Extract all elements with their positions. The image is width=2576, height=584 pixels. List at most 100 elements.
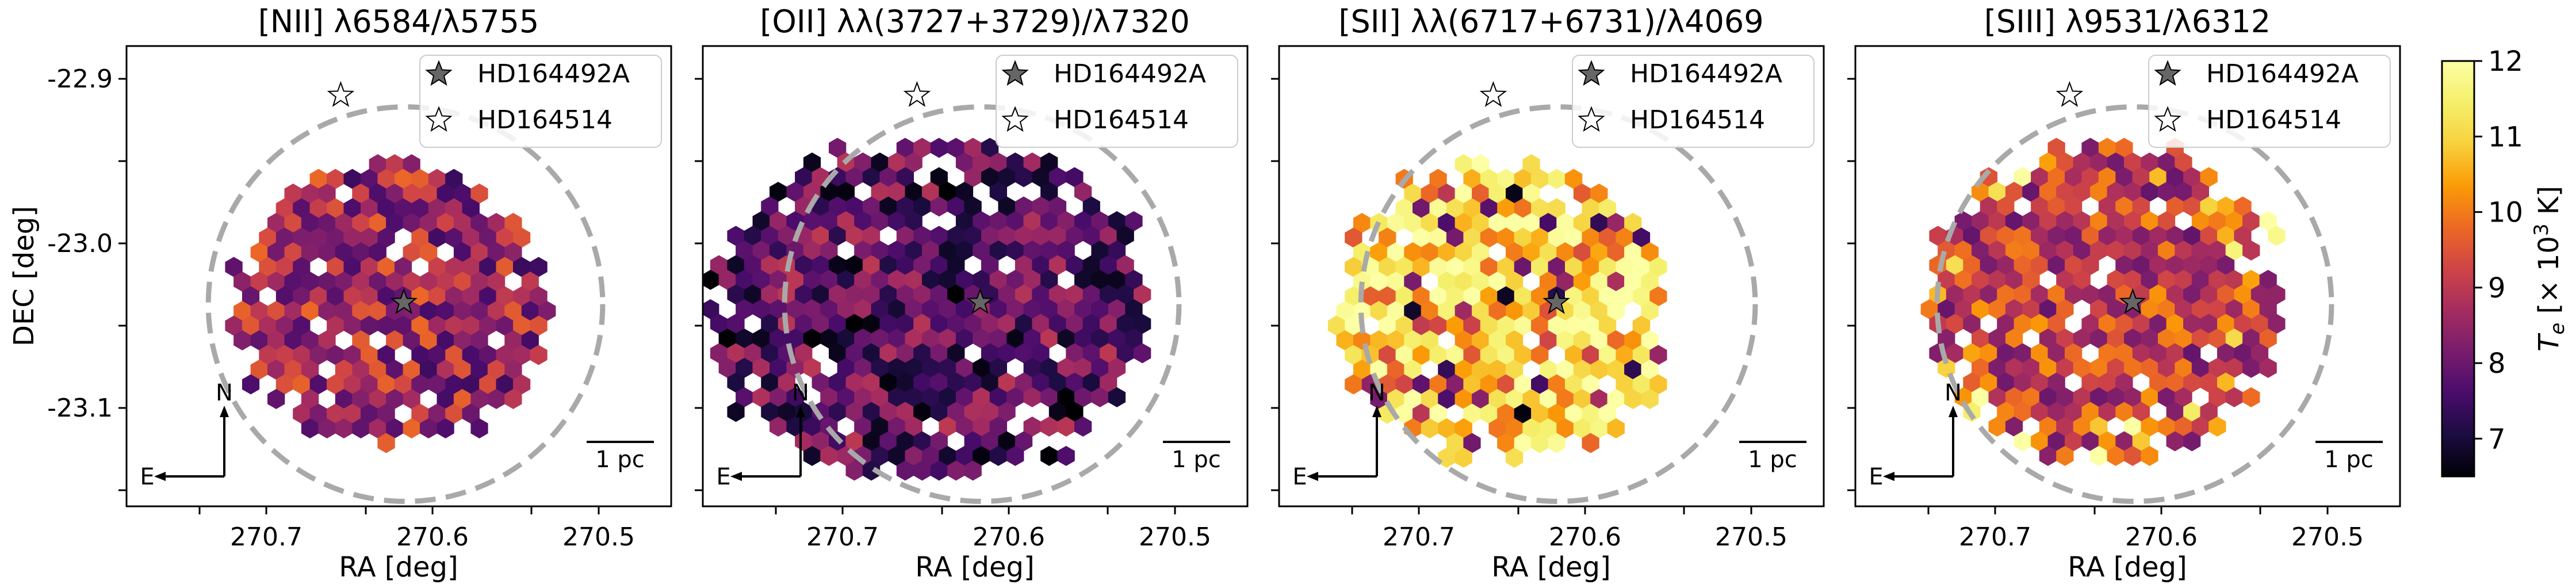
colorbar-label-end: K] (2533, 186, 2565, 223)
legend-label: HD164492A (1630, 59, 1782, 89)
east-arrow-icon (1883, 472, 1894, 481)
north-label: N (216, 380, 233, 406)
legend-star-filled-icon (1578, 60, 1605, 86)
hex-cell (377, 433, 395, 453)
scalebar: 1 pc (2315, 441, 2383, 473)
north-arrow-icon (220, 406, 229, 417)
axes-frame (1278, 45, 1825, 507)
hex-cell (2208, 416, 2226, 437)
circle-layer (1358, 104, 1758, 504)
axes-frame (702, 45, 1249, 507)
x-axis-label: RA [deg] (2068, 551, 2187, 583)
legend-box: HD164492A HD164514 (2148, 55, 2391, 148)
x-ticks: 270.7 270.6 270.5 (1351, 506, 1787, 552)
x-tick-label: 270.6 (396, 522, 469, 552)
east-label: E (716, 464, 730, 490)
circle-layer (782, 104, 1182, 504)
legend-label: HD164514 (477, 105, 613, 135)
y-tick-label: -22.9 (47, 64, 113, 94)
legend-star-open-icon (2154, 106, 2181, 132)
legend-label: HD164514 (1630, 105, 1765, 135)
east-arrow-icon (154, 472, 166, 481)
hex-cell (727, 402, 745, 422)
star-layer (327, 81, 418, 314)
x-ticks: 270.7 270.6 270.5 (1927, 506, 2364, 552)
hex-cell (504, 389, 522, 409)
hex-layer (1327, 154, 1667, 468)
hex-cell (437, 418, 454, 438)
legend-label: HD164492A (477, 59, 630, 89)
legend-star-open-icon (1001, 106, 1029, 132)
y-ticks (1847, 78, 1855, 491)
axes-frame (1854, 45, 2401, 507)
hex-cell (1607, 418, 1625, 438)
panel-oii: [OII] λλ(3727+3729)/λ7320 HD164492A HD16… (695, 3, 1249, 583)
legend-label: HD164492A (1054, 59, 1206, 89)
north-label: N (1945, 380, 1962, 406)
x-tick-label: 270.7 (1383, 522, 1455, 552)
north-label: N (792, 380, 809, 406)
hex-cell (2183, 431, 2201, 452)
panel-title: [SIII] λ9531/λ6312 (1984, 3, 2271, 40)
hex-cell (1641, 389, 1659, 409)
hex-cell (2141, 445, 2158, 466)
colorbar-tick-label: 7 (2488, 423, 2506, 455)
scalebar-label: 1 pc (595, 446, 645, 473)
colorbar-tick-label: 9 (2488, 272, 2506, 304)
compass: N E (1869, 380, 1962, 490)
hex-cell (1134, 343, 1151, 364)
colorbar-label-sup: 3 (2530, 224, 2553, 236)
star-hd164514-icon (327, 81, 355, 107)
star-layer (903, 81, 994, 314)
hex-cell (1582, 433, 1599, 453)
scalebar-label: 1 pc (2324, 446, 2374, 473)
hex-cell (1548, 169, 1565, 189)
colorbar: 7 8 9 10 11 12 Te [× 103 K] (2441, 45, 2569, 478)
north-arrow-icon (796, 406, 805, 417)
hex-cell (2242, 240, 2260, 261)
hex-cell (242, 374, 260, 395)
scalebar: 1 pc (587, 441, 654, 473)
colorbar-tick-label: 8 (2488, 348, 2506, 380)
hex-cell (470, 418, 488, 438)
x-axis-label: RA [deg] (915, 551, 1034, 583)
legend-label: HD164514 (2206, 105, 2341, 135)
colorbar-gradient (2441, 60, 2475, 478)
colorbar-tick-label: 10 (2488, 197, 2523, 229)
panel-siii: [SIII] λ9531/λ6312 HD164492A HD164514 N … (1847, 3, 2401, 583)
x-tick-label: 270.7 (230, 522, 303, 552)
x-tick-label: 270.7 (1959, 522, 2031, 552)
hex-cell (1108, 387, 1126, 407)
star-hd164492a-icon (1542, 288, 1570, 314)
star-hd164514-icon (903, 81, 931, 107)
star-hd164492a-icon (390, 288, 418, 314)
x-ticks: 270.7 270.6 270.5 (198, 506, 635, 552)
east-label: E (1869, 464, 1883, 490)
star-layer (2056, 81, 2146, 314)
legend-box: HD164492A HD164514 (1572, 55, 1815, 148)
region-circle (205, 104, 606, 504)
y-ticks (695, 78, 703, 491)
x-axis-label: RA [deg] (339, 551, 458, 583)
hex-cell (1505, 448, 1524, 468)
hex-cell (930, 138, 948, 158)
x-tick-label: 270.5 (1715, 522, 1787, 552)
scalebar-label: 1 pc (1172, 446, 1221, 473)
legend-star-open-icon (425, 106, 453, 132)
x-ticks: 270.7 270.6 270.5 (775, 506, 1211, 552)
hex-cell (267, 389, 285, 409)
panel-title: [NII] λ6584/λ5755 (258, 3, 539, 40)
colorbar-label-rest: [× 10 (2533, 236, 2565, 323)
y-ticks: -22.9 -23.0 -23.1 (47, 64, 127, 491)
axes-frame (125, 45, 672, 507)
colorbar-label-sub: e (2546, 323, 2569, 335)
colorbar-tick-label: 12 (2488, 45, 2523, 78)
colorbar-tick-label: 11 (2488, 121, 2523, 153)
x-tick-label: 270.5 (1139, 522, 1211, 552)
east-label: E (140, 464, 154, 490)
region-circle (782, 104, 1182, 504)
x-tick-label: 270.7 (806, 522, 879, 552)
circle-layer (205, 104, 606, 504)
hex-cell (1006, 445, 1024, 466)
